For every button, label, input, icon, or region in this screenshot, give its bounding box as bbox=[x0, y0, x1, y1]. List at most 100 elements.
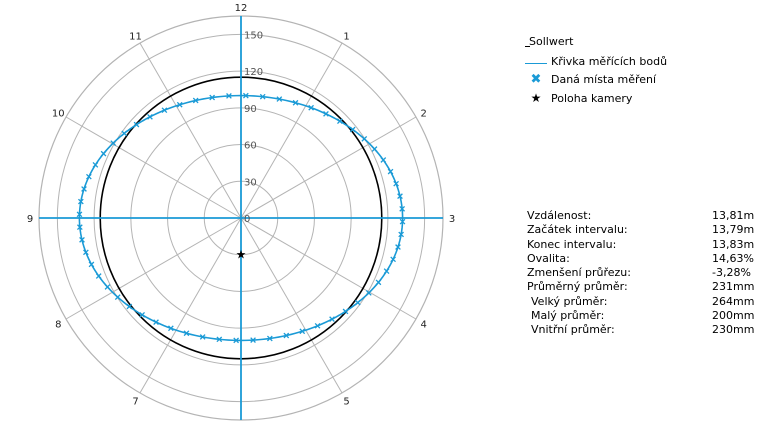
clock-label: 8 bbox=[55, 320, 61, 331]
measurement-marker bbox=[387, 168, 394, 175]
measurement-marker bbox=[114, 294, 121, 301]
measurement-marker bbox=[250, 337, 256, 343]
measurement-marker bbox=[276, 96, 283, 102]
stat-value: 200mm bbox=[712, 309, 755, 323]
measurement-marker bbox=[399, 206, 406, 212]
marker-stroke bbox=[365, 290, 372, 296]
marker-stroke bbox=[76, 224, 83, 230]
measurement-marker bbox=[126, 303, 133, 310]
stat-row-interval-start: Začátek intervalu: 13,79m bbox=[527, 223, 759, 237]
measurement-marker bbox=[299, 328, 306, 335]
marker-stroke bbox=[100, 150, 107, 157]
marker-stroke bbox=[283, 332, 290, 339]
marker-stroke bbox=[199, 334, 206, 340]
measurement-marker bbox=[79, 236, 85, 243]
marker-stroke bbox=[395, 244, 401, 250]
stat-row-distance: Vzdálenost: 13,81m bbox=[527, 209, 759, 223]
marker-stroke bbox=[233, 337, 240, 344]
measurement-marker bbox=[329, 316, 335, 323]
radial-tick-label: 0 bbox=[244, 214, 250, 225]
marker-stroke bbox=[329, 316, 335, 323]
marker-stroke bbox=[161, 107, 168, 114]
marker-stroke bbox=[314, 322, 321, 329]
marker-stroke bbox=[308, 104, 314, 111]
measurement-marker bbox=[100, 150, 107, 157]
measurement-marker bbox=[354, 299, 361, 306]
marker-stroke bbox=[399, 218, 406, 225]
measurement-marker bbox=[147, 113, 153, 120]
measurement-marker bbox=[104, 284, 111, 290]
measurement-marker bbox=[308, 104, 314, 111]
marker-stroke bbox=[183, 330, 190, 337]
measurement-marker bbox=[398, 231, 404, 238]
marker-stroke bbox=[371, 146, 378, 152]
marker-stroke bbox=[153, 319, 159, 325]
measurement-marker bbox=[365, 290, 372, 296]
measurement-marker bbox=[86, 173, 92, 180]
measurement-marker bbox=[371, 146, 378, 152]
marker-stroke bbox=[133, 121, 140, 128]
marker-stroke bbox=[86, 173, 92, 180]
measurement-marker bbox=[361, 135, 368, 142]
clock-label: 3 bbox=[449, 214, 455, 225]
marker-stroke bbox=[168, 325, 174, 332]
measurement-marker bbox=[192, 97, 199, 104]
measurement-marker bbox=[283, 332, 290, 339]
measurement-marker bbox=[81, 186, 87, 192]
marker-stroke bbox=[95, 273, 102, 279]
stat-row-cross-section: Zmenšení průřezu: -3,28% bbox=[527, 266, 759, 280]
grid-spoke bbox=[65, 217, 242, 320]
marker-stroke bbox=[88, 261, 95, 268]
marker-stroke bbox=[176, 101, 183, 108]
label-layer: 0306090120150121234567891011 bbox=[27, 3, 455, 408]
marker-stroke bbox=[121, 130, 128, 137]
measurement-marker bbox=[314, 322, 321, 329]
axis-layer: ★ bbox=[39, 16, 443, 420]
clock-label: 1 bbox=[343, 31, 349, 42]
stat-value: 13,83m bbox=[712, 237, 755, 251]
measurement-marker bbox=[88, 261, 95, 268]
measurement-marker bbox=[266, 335, 273, 342]
measurement-marker bbox=[395, 244, 401, 250]
marker-stroke bbox=[399, 206, 406, 212]
marker-stroke bbox=[114, 294, 121, 301]
stat-label: Zmenšení průřezu: bbox=[527, 266, 631, 280]
measurement-marker bbox=[393, 180, 399, 187]
measurement-marker bbox=[76, 211, 83, 218]
stat-label: Velký průměr: bbox=[531, 294, 608, 308]
x-marker-icon: ✖ bbox=[530, 72, 542, 87]
clock-label: 2 bbox=[421, 109, 427, 120]
marker-stroke bbox=[398, 231, 404, 238]
marker-stroke bbox=[276, 96, 283, 102]
marker-stroke bbox=[126, 303, 133, 310]
marker-stroke bbox=[390, 256, 396, 263]
measurement-marker bbox=[375, 279, 382, 286]
marker-stroke bbox=[383, 268, 390, 274]
measurement-marker bbox=[110, 140, 117, 146]
stat-label: Průměrný průměr: bbox=[527, 280, 628, 294]
measurement-marker bbox=[176, 101, 183, 108]
measurement-marker bbox=[399, 218, 406, 225]
measurement-marker bbox=[168, 325, 174, 332]
grid-spoke bbox=[240, 217, 343, 394]
measurement-marker bbox=[233, 337, 240, 344]
measurement-marker bbox=[397, 193, 403, 200]
stats-panel: Vzdálenost: 13,81m Začátek intervalu: 13… bbox=[527, 209, 759, 338]
marker-stroke bbox=[139, 311, 145, 318]
measurement-marker bbox=[242, 92, 249, 99]
grid-spoke bbox=[139, 42, 242, 219]
measurement-marker bbox=[161, 107, 168, 114]
marker-stroke bbox=[226, 93, 232, 99]
stat-value: 264mm bbox=[712, 294, 755, 308]
marker-stroke bbox=[266, 335, 273, 342]
measurement-marker bbox=[153, 319, 159, 325]
legend-measured-points-label: Daná místa měření bbox=[551, 73, 657, 86]
measurement-marker bbox=[209, 94, 216, 101]
marker-stroke bbox=[349, 126, 356, 133]
marker-stroke bbox=[361, 135, 368, 142]
marker-stroke bbox=[83, 249, 89, 256]
marker-stroke bbox=[342, 308, 349, 315]
legend-sollwert-label: Sollwert bbox=[529, 35, 574, 48]
stat-label: Ovalita: bbox=[527, 251, 570, 265]
sollwert-line-swatch bbox=[525, 46, 530, 47]
